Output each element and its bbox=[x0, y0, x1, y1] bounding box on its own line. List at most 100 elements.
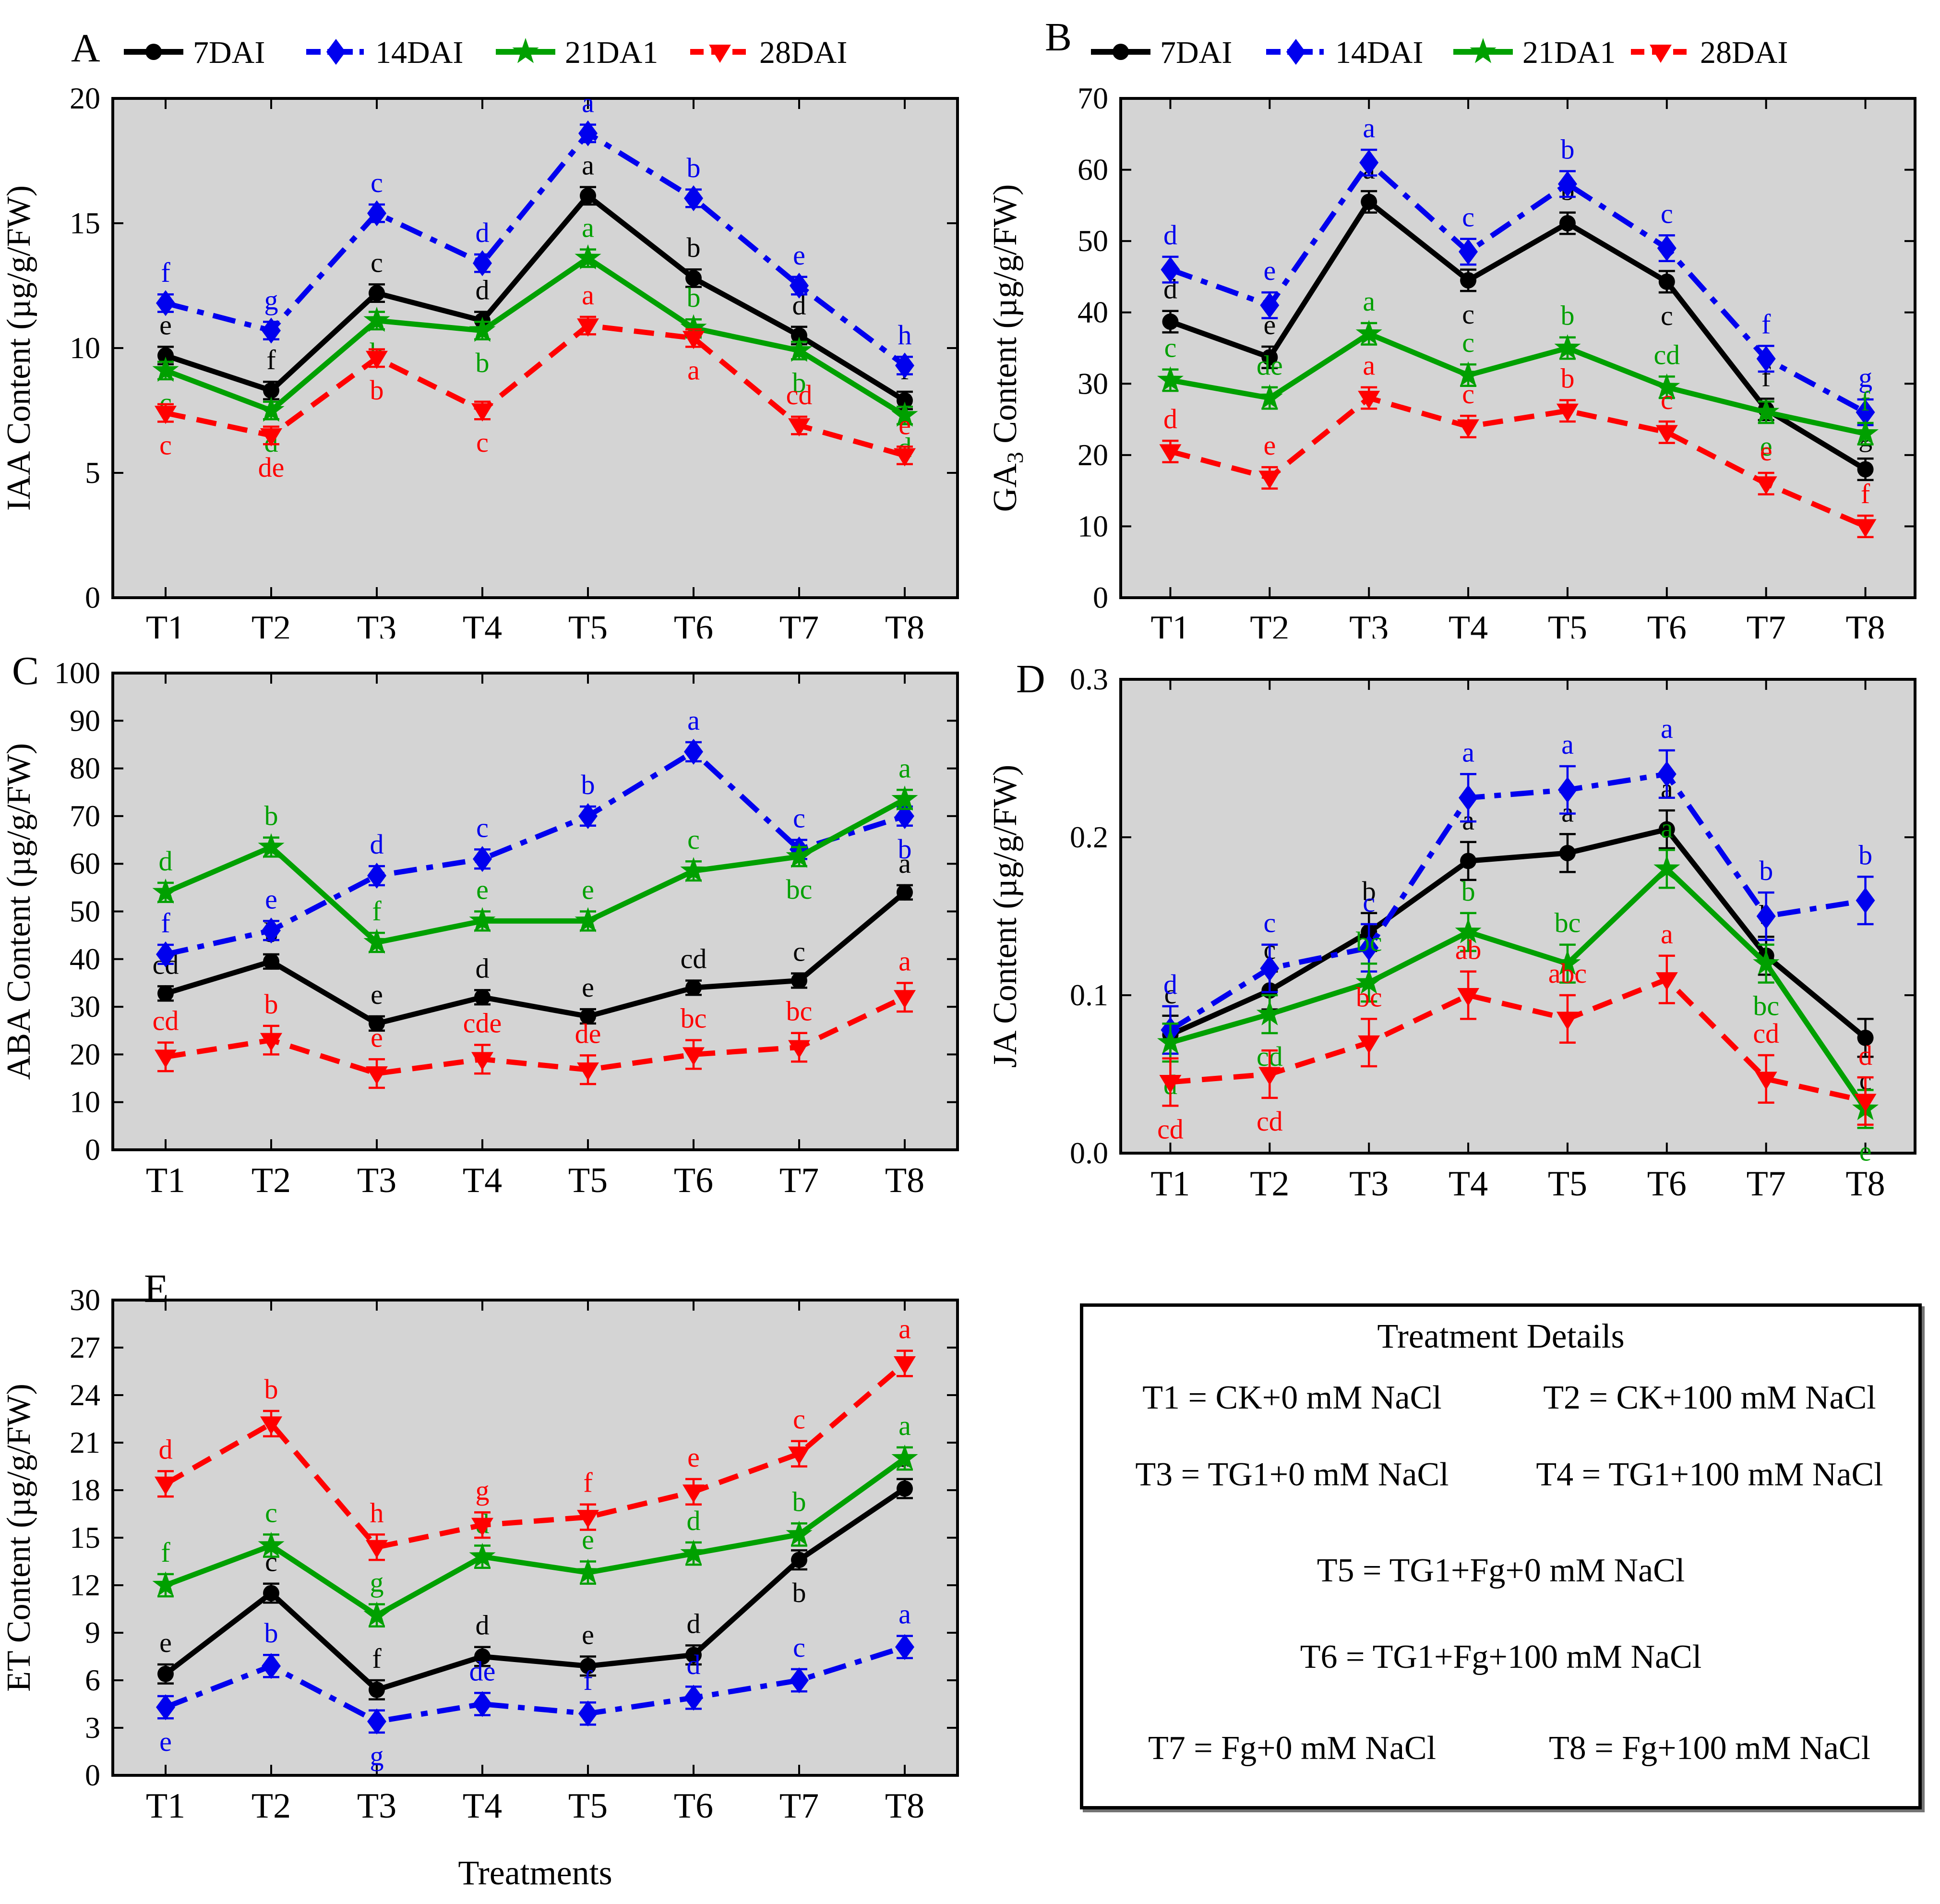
treatment-row-5: T7 = Fg+0 mM NaCl T8 = Fg+100 mM NaCl bbox=[1083, 1729, 1918, 1768]
significance-letter: b bbox=[476, 347, 490, 378]
data-point-diamond bbox=[1260, 955, 1280, 982]
significance-letter: a bbox=[1661, 812, 1673, 844]
y-tick-label: 20 bbox=[70, 81, 100, 115]
y-tick-label: 40 bbox=[70, 942, 100, 976]
y-axis-title: JA Content (µg/g/FW) bbox=[987, 765, 1024, 1068]
significance-letter: d bbox=[476, 275, 490, 306]
y-tick-label: 70 bbox=[1078, 81, 1108, 115]
data-point-circle bbox=[157, 1665, 174, 1682]
data-point-star bbox=[258, 397, 285, 422]
data-point-circle bbox=[157, 985, 174, 1002]
data-point-diamond bbox=[684, 185, 703, 211]
data-point-circle bbox=[685, 270, 702, 287]
data-point-diamond bbox=[1557, 777, 1577, 803]
significance-letter: b bbox=[264, 1617, 278, 1649]
series-line bbox=[165, 131, 907, 368]
plot-frame bbox=[1119, 678, 1916, 1155]
x-tick-label: T2 bbox=[1250, 609, 1289, 639]
data-point-triangle bbox=[1159, 1074, 1182, 1093]
y-tick-label: 10 bbox=[1078, 509, 1108, 543]
data-point-star bbox=[152, 356, 179, 382]
significance-letter: e bbox=[898, 409, 911, 440]
y-tick-label: 70 bbox=[70, 799, 100, 833]
y-tick-label: 10 bbox=[70, 1085, 100, 1119]
significance-letter: ab bbox=[1455, 934, 1482, 965]
x-tick-label: T1 bbox=[146, 609, 185, 639]
significance-letter: c bbox=[1462, 327, 1474, 358]
y-tick-label: 10 bbox=[70, 331, 100, 365]
x-tick-label: T5 bbox=[568, 1161, 608, 1200]
data-point-diamond bbox=[578, 803, 598, 829]
significance-letter: g bbox=[370, 1740, 384, 1771]
series-line bbox=[1170, 331, 1866, 436]
data-point-star bbox=[1554, 334, 1581, 360]
x-tick-label: T3 bbox=[1349, 609, 1389, 639]
chart-svg-E: 0 3 6 9 12 15 18 21 24 27 30 T1 T2 T3 T4 T5 T6 T7 T8 ET Con… bbox=[0, 1266, 959, 1892]
x-tick-label: T4 bbox=[463, 1786, 502, 1826]
treatment-t8: T8 = Fg+100 mM NaCl bbox=[1548, 1730, 1871, 1767]
plot-area bbox=[113, 98, 958, 598]
panel-b-ga3-chart: 0 10 20 30 40 50 60 70 T1 T2 T3 T4 T5 T6 T7 T8 GA3 Conte… bbox=[970, 0, 1940, 648]
x-tick-label: T4 bbox=[463, 609, 502, 639]
data-point-diamond bbox=[262, 317, 281, 344]
data-point-star bbox=[363, 1601, 390, 1627]
y-axis-title: GA3 Content (µg/g/FW) bbox=[987, 184, 1028, 512]
y-tick-label: 20 bbox=[1078, 438, 1108, 472]
data-point-circle bbox=[145, 44, 162, 60]
significance-letter: a bbox=[582, 150, 594, 181]
y-tick-label: 0.0 bbox=[1070, 1136, 1108, 1170]
significance-letter: bc bbox=[681, 1003, 707, 1034]
data-point-triangle bbox=[1655, 972, 1678, 991]
data-point-diamond bbox=[262, 917, 281, 944]
significance-letter: c bbox=[793, 1632, 805, 1663]
significance-letter: h bbox=[898, 319, 912, 350]
data-point-diamond bbox=[1260, 292, 1280, 318]
significance-letter: a bbox=[1561, 729, 1574, 760]
data-point-circle bbox=[1361, 193, 1377, 210]
data-point-circle bbox=[580, 1008, 596, 1024]
chart-svg-D: 0.0 0.1 0.2 0.3 T1 T2 T3 T4 T5 T6 T7 T8 JA Content (… bbox=[987, 657, 1916, 1204]
x-tick-label: T4 bbox=[463, 1161, 502, 1200]
data-point-diamond bbox=[895, 1634, 914, 1660]
panel-label-C: C bbox=[12, 649, 39, 693]
series-line bbox=[1169, 199, 1867, 472]
significance-letter: d bbox=[1163, 969, 1177, 1000]
data-point-diamond bbox=[1459, 784, 1478, 811]
y-axis-title: ET Content (µg/g/FW) bbox=[0, 1384, 37, 1692]
y-tick-label: 90 bbox=[70, 703, 100, 737]
significance-letter: f bbox=[372, 895, 382, 927]
y-tick-label: 0 bbox=[85, 580, 100, 615]
treatment-t5: T5 = TG1+Fg+0 mM NaCl bbox=[1317, 1552, 1685, 1589]
data-point-star bbox=[1554, 950, 1581, 975]
significance-letter: de bbox=[575, 1018, 601, 1049]
x-tick-label: T3 bbox=[357, 609, 396, 639]
data-point-triangle bbox=[260, 428, 282, 446]
data-point-triangle bbox=[1556, 1012, 1579, 1030]
significance-letter: b bbox=[687, 282, 701, 313]
y-axis: 0 5 10 15 20 bbox=[70, 81, 958, 615]
data-point-triangle bbox=[1650, 45, 1672, 63]
legend-label: 7DAI bbox=[193, 35, 265, 70]
significance-letter: b bbox=[1858, 839, 1872, 870]
data-point-diamond bbox=[895, 352, 914, 379]
series-line bbox=[164, 1361, 907, 1550]
significance-letter: c bbox=[159, 429, 172, 460]
y-tick-label: 21 bbox=[70, 1425, 100, 1459]
y-tick-label: 80 bbox=[70, 751, 100, 785]
significance-letter: a bbox=[898, 945, 911, 976]
significance-letter: a bbox=[582, 279, 594, 311]
significance-letter: c bbox=[793, 936, 805, 967]
significance-letter: f bbox=[1761, 361, 1771, 392]
y-tick-label: 5 bbox=[85, 456, 100, 490]
data-point-star bbox=[575, 907, 601, 932]
data-point-circle bbox=[580, 1658, 596, 1675]
data-point-star bbox=[1355, 320, 1382, 345]
significance-letter: e bbox=[371, 979, 383, 1010]
x-tick-label: T1 bbox=[1150, 1164, 1190, 1204]
y-tick-label: 15 bbox=[70, 1520, 100, 1555]
x-tick-label: T1 bbox=[1150, 609, 1190, 639]
